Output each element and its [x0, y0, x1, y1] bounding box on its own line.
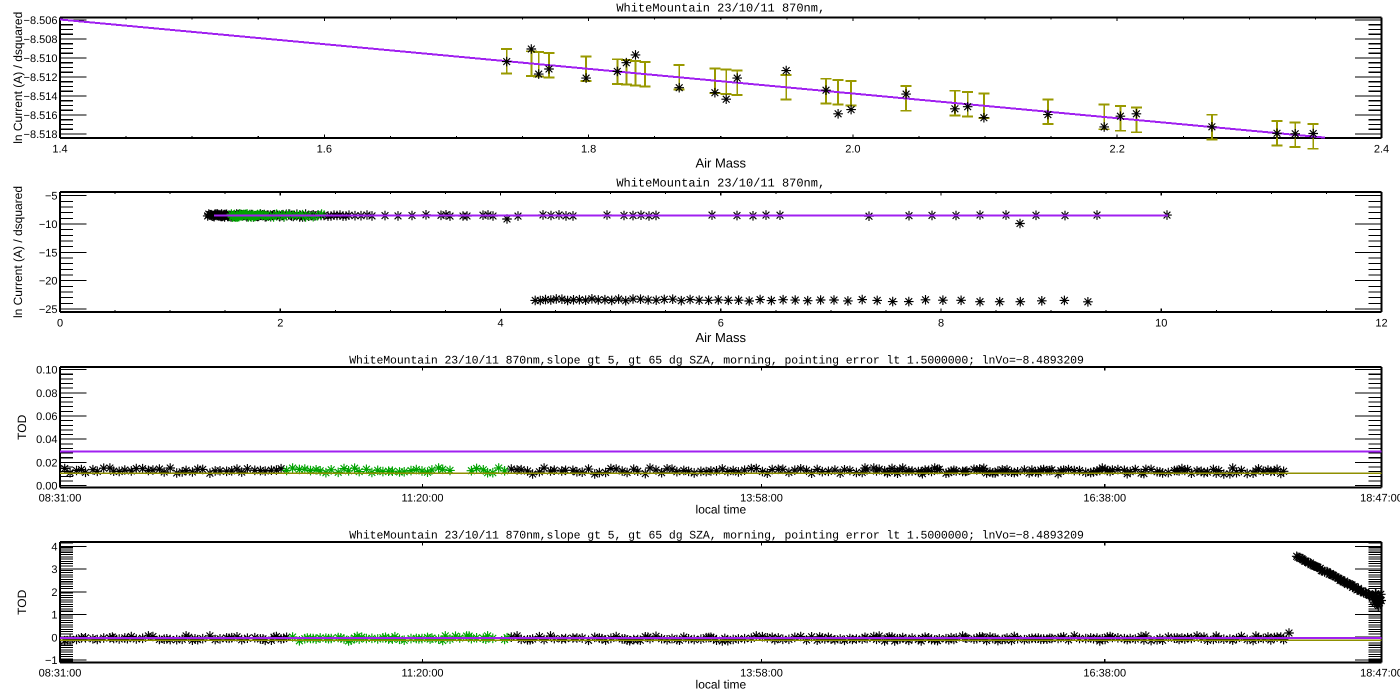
svg-text:−15: −15: [39, 247, 58, 259]
svg-text:1.6: 1.6: [317, 144, 332, 156]
svg-text:1.4: 1.4: [52, 144, 67, 156]
svg-text:4: 4: [51, 541, 57, 553]
svg-text:ln Current (A) / dsquared: ln Current (A) / dsquared: [11, 186, 25, 318]
svg-text:−1: −1: [45, 655, 58, 667]
svg-text:8: 8: [938, 318, 944, 330]
svg-text:0.08: 0.08: [36, 388, 57, 400]
svg-text:0.00: 0.00: [36, 481, 57, 493]
svg-text:−10: −10: [39, 219, 58, 231]
svg-text:TOD: TOD: [15, 414, 29, 439]
svg-text:−8.514: −8.514: [24, 91, 58, 103]
svg-text:local time: local time: [696, 503, 747, 517]
svg-text:16:38:00: 16:38:00: [1083, 493, 1126, 505]
svg-text:11:20:00: 11:20:00: [402, 668, 444, 680]
svg-text:1: 1: [51, 610, 57, 622]
svg-text:0: 0: [57, 318, 63, 330]
svg-text:13:58:00: 13:58:00: [740, 668, 783, 680]
svg-text:WhiteMountain 23/10/11 870nm,s: WhiteMountain 23/10/11 870nm,slope gt 5,…: [349, 354, 1084, 367]
svg-text:18:47:00: 18:47:00: [1360, 493, 1400, 505]
svg-text:2: 2: [277, 318, 283, 330]
svg-text:0.04: 0.04: [36, 434, 57, 446]
svg-text:WhiteMountain 23/10/11 870nm,s: WhiteMountain 23/10/11 870nm,slope gt 5,…: [349, 529, 1084, 542]
svg-text:0.06: 0.06: [36, 411, 57, 423]
svg-text:6: 6: [718, 318, 724, 330]
svg-text:2: 2: [51, 587, 57, 599]
svg-text:−8.510: −8.510: [24, 53, 58, 65]
svg-text:10: 10: [1155, 318, 1167, 330]
svg-text:−8.516: −8.516: [24, 110, 58, 122]
svg-text:0: 0: [51, 632, 57, 644]
svg-text:−8.512: −8.512: [24, 72, 58, 84]
svg-text:−8.506: −8.506: [24, 15, 58, 27]
svg-text:ln Current (A) / dsquared: ln Current (A) / dsquared: [11, 12, 25, 144]
svg-text:2.4: 2.4: [1374, 144, 1389, 156]
svg-text:WhiteMountain 23/10/11 870nm,: WhiteMountain 23/10/11 870nm,: [616, 1, 825, 15]
svg-text:3: 3: [51, 564, 57, 576]
svg-text:2.2: 2.2: [1110, 144, 1125, 156]
svg-text:−8.508: −8.508: [24, 34, 58, 46]
svg-text:2.0: 2.0: [845, 144, 860, 156]
svg-text:−5: −5: [45, 191, 58, 203]
svg-text:local time: local time: [696, 678, 747, 692]
svg-text:12: 12: [1375, 318, 1387, 330]
svg-text:18:47:00: 18:47:00: [1360, 668, 1400, 680]
svg-text:Air Mass: Air Mass: [695, 330, 746, 345]
svg-text:−8.518: −8.518: [24, 129, 58, 141]
svg-text:11:20:00: 11:20:00: [402, 493, 444, 505]
svg-text:1.8: 1.8: [581, 144, 596, 156]
svg-text:0.10: 0.10: [36, 365, 57, 377]
svg-text:4: 4: [497, 318, 503, 330]
svg-text:Air Mass: Air Mass: [695, 156, 746, 171]
svg-text:−25: −25: [39, 304, 58, 316]
svg-text:08:31:00: 08:31:00: [39, 493, 82, 505]
svg-text:08:31:00: 08:31:00: [39, 668, 82, 680]
svg-text:13:58:00: 13:58:00: [740, 493, 783, 505]
svg-text:−20: −20: [39, 276, 58, 288]
svg-text:16:38:00: 16:38:00: [1083, 668, 1126, 680]
svg-text:TOD: TOD: [15, 589, 29, 614]
svg-text:WhiteMountain 23/10/11 870nm,: WhiteMountain 23/10/11 870nm,: [616, 176, 825, 190]
svg-text:0.02: 0.02: [36, 457, 57, 469]
